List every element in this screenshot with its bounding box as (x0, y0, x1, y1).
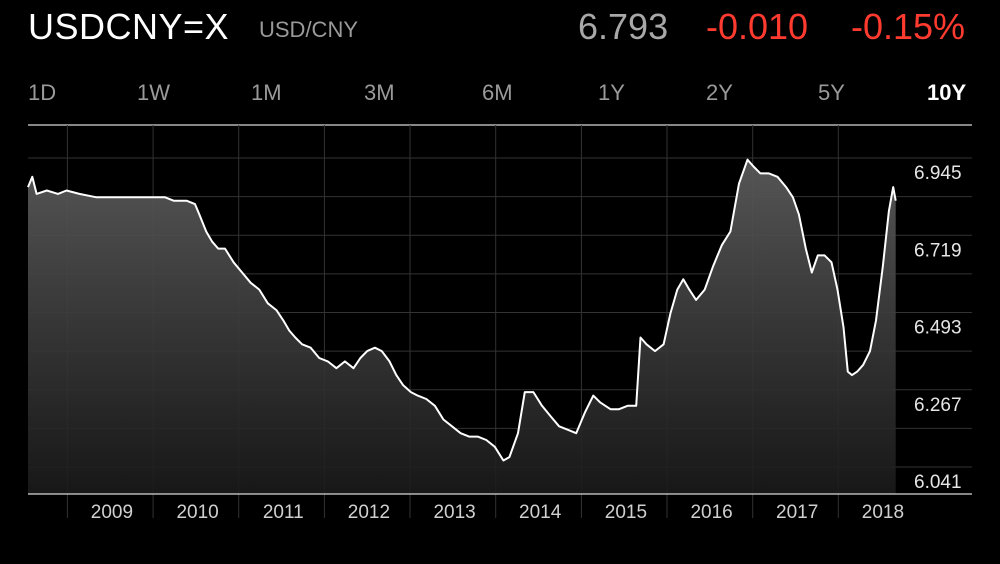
range-tab-1y[interactable]: 1Y (598, 80, 625, 105)
x-tick-label: 2010 (176, 502, 218, 523)
y-tick-label: 6.267 (914, 395, 962, 416)
y-tick-label: 6.945 (914, 163, 962, 184)
range-tab-2y[interactable]: 2Y (706, 80, 733, 105)
range-tab-3m[interactable]: 3M (364, 80, 395, 105)
time-range-selector: 1D 1W 1M 3M 6M 1Y 2Y 5Y 10Y (0, 80, 1000, 112)
price-change: -0.010 (706, 6, 809, 47)
range-tab-5y[interactable]: 5Y (818, 80, 845, 105)
x-tick-label: 2013 (433, 502, 475, 523)
x-tick-label: 2012 (348, 502, 390, 523)
price-change-percent: -0.15% (851, 6, 966, 47)
y-axis-labels: 6.945 6.719 6.493 6.267 6.041 (914, 163, 962, 493)
current-price: 6.793 (578, 6, 669, 47)
x-tick-label: 2011 (263, 502, 304, 523)
currency-pair-label: USD/CNY (259, 17, 359, 42)
y-tick-label: 6.041 (914, 472, 962, 493)
range-tab-6m[interactable]: 6M (482, 80, 513, 105)
y-tick-label: 6.719 (914, 240, 962, 261)
range-tab-1d[interactable]: 1D (28, 80, 57, 105)
ticker-symbol: USDCNY=X (28, 6, 230, 47)
price-line (27, 158, 897, 462)
x-tick-label: 2016 (690, 502, 732, 523)
x-tick-label: 2015 (605, 502, 647, 523)
quote-header: USDCNY=X USD/CNY 6.793 -0.010 -0.15% (0, 0, 1000, 60)
x-tick-label: 2017 (776, 502, 818, 523)
range-tab-1w[interactable]: 1W (137, 80, 170, 105)
price-area-fill (28, 159, 896, 494)
range-tab-1m[interactable]: 1M (251, 80, 282, 105)
x-axis-labels: 2009 2010 2011 2012 2013 2014 2015 2016 2017 2018 (91, 502, 904, 523)
range-tab-10y[interactable]: 10Y (927, 80, 967, 105)
y-tick-label: 6.493 (914, 318, 962, 339)
x-tick-label: 2014 (519, 502, 562, 523)
x-tick-label: 2018 (862, 502, 904, 523)
x-tick-label: 2009 (91, 502, 133, 523)
